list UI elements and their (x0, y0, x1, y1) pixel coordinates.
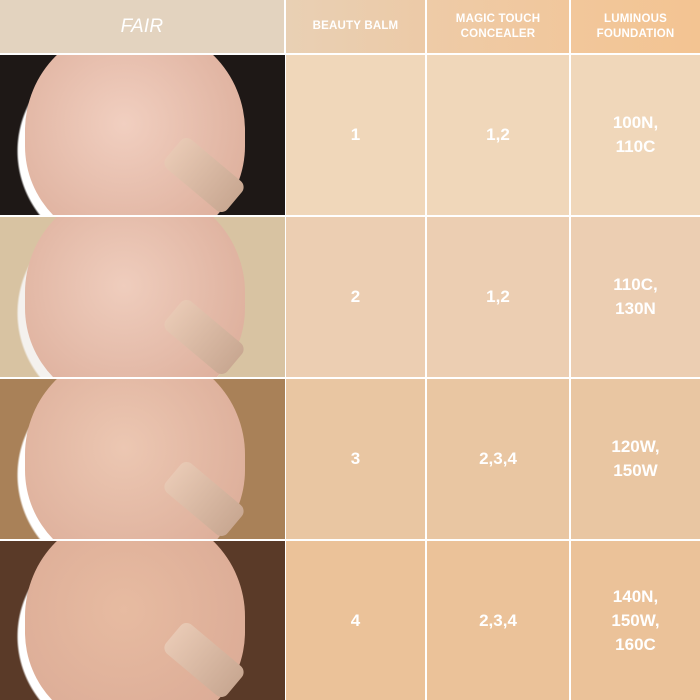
foundation-shade: 110C, 130N (571, 217, 700, 377)
concealer-shade: 1,2 (427, 55, 569, 215)
concealer-shade: 1,2 (427, 217, 569, 377)
beauty-balm-shade: 1 (286, 55, 425, 215)
model-photo (0, 55, 285, 215)
foundation-shade: 120W, 150W (571, 379, 700, 539)
model-photo (0, 541, 285, 700)
beauty-balm-shade: 3 (286, 379, 425, 539)
model-photo (0, 217, 285, 377)
foundation-shade: 140N, 150W, 160C (571, 541, 700, 700)
model-photo (0, 379, 285, 539)
concealer-shade: 2,3,4 (427, 541, 569, 700)
beauty-balm-shade: 2 (286, 217, 425, 377)
beauty-balm-shade: 4 (286, 541, 425, 700)
foundation-shade: 100N, 110C (571, 55, 700, 215)
concealer-shade: 2,3,4 (427, 379, 569, 539)
tone-label: FAIR (0, 0, 284, 53)
header-concealer: MAGIC TOUCH CONCEALER (427, 0, 569, 53)
header-beauty-balm: BEAUTY BALM (286, 0, 425, 53)
header-foundation: LUMINOUS FOUNDATION (571, 0, 700, 53)
